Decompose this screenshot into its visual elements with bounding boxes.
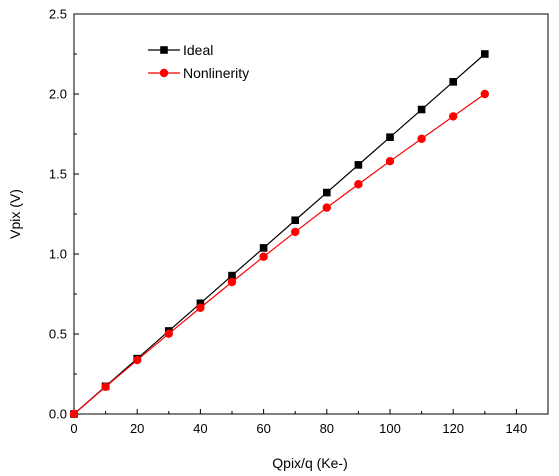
x-tick-label: 80 — [320, 421, 334, 436]
data-point-nonlinerity — [354, 180, 363, 189]
data-point-ideal — [386, 133, 394, 141]
data-point-nonlinerity — [133, 355, 142, 365]
data-point-nonlinerity — [101, 382, 110, 391]
legend-label-nonlinerity: Nonlinerity — [183, 65, 249, 81]
data-point-ideal — [354, 161, 363, 169]
y-tick-label: 0.0 — [49, 407, 67, 422]
x-tick-label: 40 — [193, 421, 207, 436]
y-axis: 0.0 0.5 1.0 1.5 2.0 2.5 — [49, 7, 79, 422]
data-point-nonlinerity — [480, 89, 489, 99]
data-point-nonlinerity — [164, 329, 173, 338]
data-point-nonlinerity — [322, 203, 331, 212]
legend-marker-ideal — [160, 46, 168, 54]
series-line-ideal — [73, 53, 486, 415]
x-tick-label: 100 — [379, 421, 401, 436]
data-point-ideal — [291, 216, 299, 225]
x-tick-label: 140 — [506, 421, 528, 436]
data-point-ideal — [323, 188, 331, 197]
y-tick-label: 1.0 — [49, 247, 67, 262]
data-point-ideal — [228, 271, 236, 280]
series-nonlinerity — [69, 89, 489, 419]
y-tick-label: 0.5 — [49, 327, 67, 342]
legend-marker-nonlinerity — [159, 68, 169, 78]
y-axis-title: Vpix (V) — [7, 189, 23, 239]
x-axis-title: Qpix/q (Ke-) — [272, 455, 347, 471]
data-point-nonlinerity — [449, 112, 458, 121]
x-tick-label: 120 — [442, 421, 464, 436]
data-point-nonlinerity — [385, 157, 395, 166]
x-tick-label: 20 — [130, 421, 144, 436]
y-tick-label: 2.5 — [49, 7, 67, 22]
x-tick-label: 0 — [70, 421, 77, 436]
data-point-nonlinerity — [196, 303, 205, 312]
series-layer — [69, 50, 489, 419]
data-point-ideal — [481, 50, 489, 58]
legend: Ideal Nonlinerity — [148, 42, 249, 81]
y-tick-label: 1.5 — [49, 167, 67, 182]
x-axis: 0 20 40 60 80 100 120 140 — [70, 409, 527, 436]
data-point-ideal — [259, 244, 268, 252]
series-ideal — [70, 50, 489, 418]
x-tick-label: 60 — [256, 421, 270, 436]
data-point-ideal — [449, 78, 457, 86]
legend-label-ideal: Ideal — [183, 42, 213, 58]
data-point-ideal — [196, 299, 205, 308]
data-point-nonlinerity — [227, 277, 237, 287]
data-point-nonlinerity — [259, 252, 268, 261]
y-tick-label: 2.0 — [49, 87, 67, 102]
data-point-nonlinerity — [417, 134, 426, 143]
data-point-ideal — [417, 105, 426, 114]
data-point-nonlinerity — [291, 227, 300, 237]
series-line-nonlinerity — [73, 93, 486, 415]
data-point-nonlinerity — [69, 409, 79, 419]
